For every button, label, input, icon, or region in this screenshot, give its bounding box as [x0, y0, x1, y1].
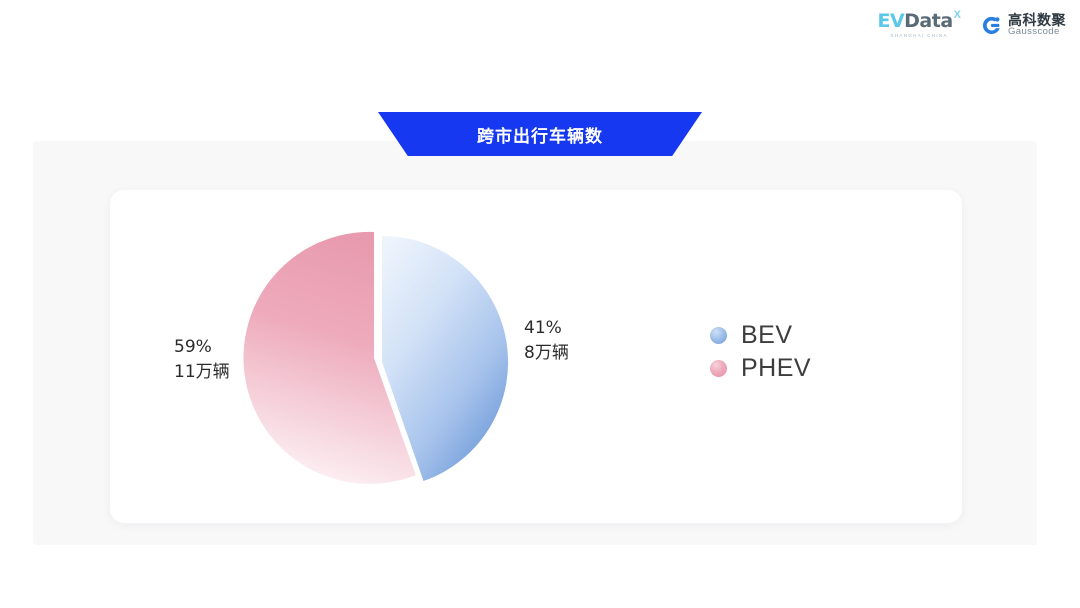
chart-legend: BEV PHEV: [710, 321, 811, 383]
g-circle-icon: [981, 15, 1002, 36]
evdata-logo-subtitle: shanghai china: [890, 33, 948, 38]
pie-slice-bev: [382, 235, 509, 481]
legend-dot-phev-icon: [710, 360, 727, 377]
gausscode-logo-cn: 高科数聚: [1008, 11, 1066, 28]
pie-label-bev: 41% 8万辆: [524, 316, 569, 365]
pie-label-phev-percent: 59%: [174, 337, 212, 357]
pie-label-phev-amount: 11万辆: [174, 361, 230, 382]
page-title: 跨市出行车辆数: [477, 126, 603, 147]
evdata-logo-data-text: Data: [904, 10, 953, 32]
pie-chart: 59% 11万辆 41% 8万辆 BEV PHEV: [110, 190, 962, 523]
evdata-logo-ev-text: EV: [877, 10, 905, 32]
legend-label-bev: BEV: [741, 321, 793, 349]
pie-label-bev-percent: 41%: [524, 318, 562, 338]
pie-label-phev: 59% 11万辆: [174, 335, 230, 384]
pie-slice-phev: [243, 231, 416, 484]
evdata-logo-x-icon: X: [953, 9, 961, 21]
pie-label-bev-amount: 8万辆: [524, 342, 569, 363]
gausscode-logo-text: 高科数聚 Gausscode: [1008, 11, 1066, 38]
logo-bar: EV Data X shanghai china 高科数聚 Gausscode: [877, 9, 1066, 39]
section-title-banner: 跨市出行车辆数: [378, 112, 702, 156]
legend-label-phev: PHEV: [741, 354, 812, 382]
gausscode-logo-en: Gausscode: [1008, 26, 1060, 38]
evdata-logo: EV Data X shanghai china: [877, 9, 965, 39]
chart-card: 59% 11万辆 41% 8万辆 BEV PHEV: [110, 190, 962, 523]
legend-dot-bev-icon: [710, 327, 727, 344]
legend-item-phev[interactable]: PHEV: [710, 354, 811, 383]
evdata-logo-wordmark: EV Data X: [877, 9, 961, 32]
legend-item-bev[interactable]: BEV: [710, 321, 811, 350]
gausscode-logo: 高科数聚 Gausscode: [981, 11, 1066, 38]
pie-chart-svg: [243, 231, 509, 484]
